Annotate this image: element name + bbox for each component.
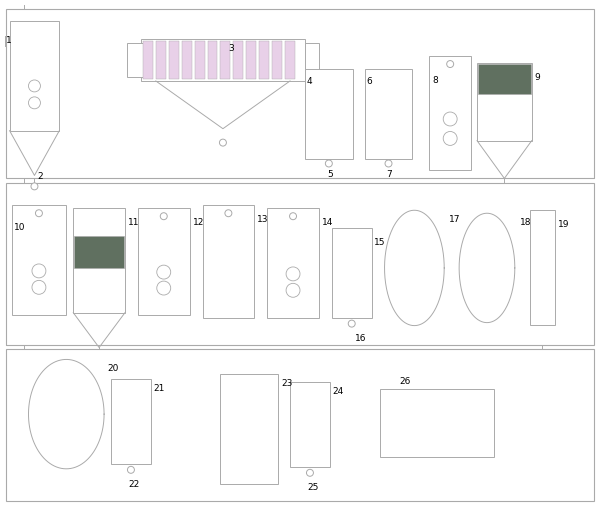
Bar (305, 69, 353, 158)
Circle shape (157, 265, 171, 279)
Text: 7: 7 (386, 171, 392, 180)
Bar (429, 56, 471, 171)
Text: 16: 16 (355, 333, 366, 343)
Bar (290, 382, 330, 467)
Circle shape (32, 264, 46, 278)
Text: 22: 22 (128, 480, 139, 489)
Circle shape (160, 213, 167, 220)
Bar (182, 41, 191, 79)
Bar (208, 41, 217, 79)
Bar (74, 236, 124, 268)
Bar (11, 205, 66, 315)
Bar (267, 208, 319, 318)
Text: 9: 9 (535, 73, 541, 82)
Bar (143, 41, 153, 79)
Bar (380, 389, 494, 457)
Circle shape (157, 281, 171, 295)
Bar (169, 41, 179, 79)
Text: 25: 25 (307, 483, 319, 492)
Text: 19: 19 (557, 220, 569, 229)
Text: 3: 3 (228, 44, 233, 53)
Text: 14: 14 (322, 218, 333, 227)
Circle shape (446, 61, 454, 68)
Circle shape (31, 183, 38, 190)
Bar (285, 41, 295, 79)
Polygon shape (459, 213, 515, 323)
Bar (477, 63, 532, 140)
Bar (220, 374, 278, 484)
Bar (203, 205, 254, 318)
Text: 2: 2 (37, 173, 43, 181)
Text: 1: 1 (5, 36, 11, 45)
Text: 12: 12 (193, 218, 204, 227)
Circle shape (286, 284, 300, 297)
Bar (73, 208, 125, 313)
Text: 11: 11 (128, 218, 139, 227)
Circle shape (220, 139, 226, 146)
Bar (530, 210, 554, 325)
Text: 18: 18 (520, 218, 531, 227)
Text: 24: 24 (333, 387, 344, 397)
Text: 6: 6 (367, 77, 373, 86)
Bar (220, 41, 230, 79)
Text: 4: 4 (307, 77, 313, 86)
Text: 13: 13 (257, 215, 269, 224)
Circle shape (385, 160, 392, 167)
Circle shape (28, 80, 40, 92)
Bar (305, 43, 319, 77)
Bar (138, 208, 190, 315)
Bar (5, 9, 595, 179)
Bar (127, 43, 143, 77)
Bar (156, 41, 166, 79)
Polygon shape (28, 359, 104, 469)
Text: 15: 15 (374, 238, 385, 247)
Bar (365, 69, 412, 158)
Circle shape (325, 160, 332, 167)
Bar (5, 183, 595, 345)
Circle shape (348, 320, 355, 327)
Bar (5, 350, 595, 501)
Circle shape (225, 210, 232, 217)
Bar (272, 41, 282, 79)
Bar (478, 64, 531, 94)
Bar (246, 41, 256, 79)
Bar (141, 39, 305, 81)
Circle shape (443, 112, 457, 126)
Bar (111, 379, 151, 464)
Text: 21: 21 (154, 384, 165, 393)
Text: 26: 26 (400, 377, 411, 386)
Bar (332, 228, 371, 318)
Text: 10: 10 (14, 223, 25, 232)
Circle shape (127, 466, 134, 473)
Circle shape (35, 210, 43, 217)
Bar (194, 41, 205, 79)
Circle shape (307, 469, 313, 476)
Bar (259, 41, 269, 79)
Circle shape (286, 267, 300, 281)
Circle shape (28, 97, 40, 109)
Circle shape (290, 213, 296, 220)
Circle shape (32, 280, 46, 294)
Text: 17: 17 (449, 215, 461, 224)
Text: 8: 8 (432, 76, 438, 85)
Text: 23: 23 (281, 379, 292, 388)
Text: 5: 5 (327, 171, 332, 180)
Circle shape (443, 131, 457, 146)
Text: 20: 20 (107, 364, 118, 374)
Bar (10, 21, 59, 131)
Polygon shape (385, 210, 444, 326)
Bar (233, 41, 244, 79)
